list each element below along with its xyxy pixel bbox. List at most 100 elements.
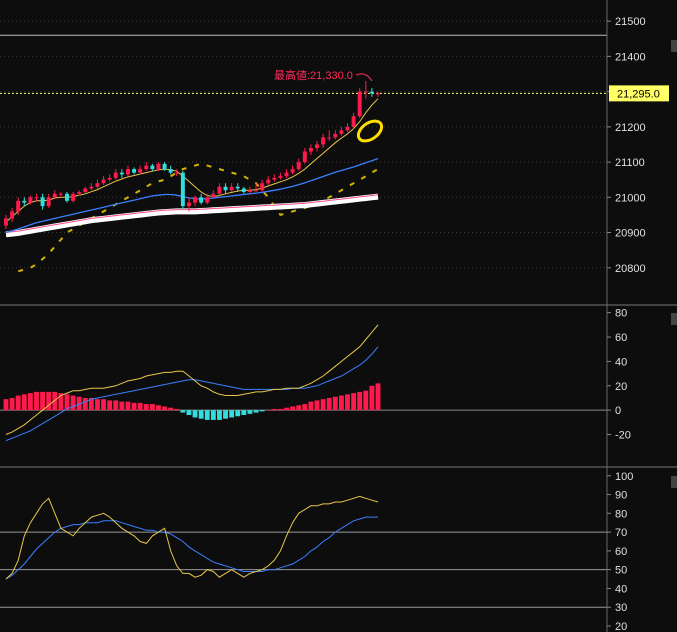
macd-histogram-bar bbox=[46, 391, 52, 411]
candle-body bbox=[333, 133, 338, 138]
macd-histogram-bar bbox=[15, 395, 21, 411]
ma-long-edge-line bbox=[5, 194, 379, 233]
macd-histogram-bar bbox=[70, 395, 76, 411]
macd-histogram-bar bbox=[217, 410, 222, 420]
macd-histogram-bar bbox=[314, 400, 320, 411]
rsi-tick-label: 50 bbox=[615, 565, 627, 577]
candle-body bbox=[315, 144, 319, 148]
candle-body bbox=[174, 172, 179, 174]
ma-long-line bbox=[5, 193, 379, 238]
macd-histogram-bar bbox=[107, 400, 113, 411]
candle-body bbox=[211, 193, 216, 198]
candle-body bbox=[16, 200, 21, 212]
rsi-tick-label: 80 bbox=[615, 508, 627, 520]
macd-histogram-bar bbox=[3, 399, 9, 411]
rsi-panel bbox=[0, 495, 607, 608]
macd-histogram-bar bbox=[180, 410, 186, 413]
overlay-annotations: 最高値:21,330.0 21,295.0 bbox=[274, 68, 669, 102]
macd-line bbox=[5, 324, 379, 435]
rsi-tick-label: 60 bbox=[615, 546, 627, 558]
candle-body bbox=[101, 179, 106, 184]
macd-histogram-bar bbox=[95, 399, 100, 411]
macd-histogram-bar bbox=[308, 401, 314, 411]
candle-body bbox=[180, 172, 185, 207]
macd-histogram-bar bbox=[198, 410, 204, 419]
rsi-tick-label: 100 bbox=[615, 471, 633, 483]
candle-body bbox=[95, 183, 100, 187]
high-value-annotation: 最高値:21,330.0 bbox=[274, 68, 353, 82]
macd-histogram-bar bbox=[241, 410, 247, 416]
macd-histogram-bar bbox=[27, 393, 33, 411]
candle-body bbox=[119, 172, 124, 175]
rsi-tick-label: 30 bbox=[615, 602, 627, 614]
macd-tick-label: 20 bbox=[615, 381, 627, 393]
rsi-tick-label: 90 bbox=[615, 490, 627, 502]
candle-body bbox=[247, 190, 252, 193]
macd-histogram-bar bbox=[296, 405, 302, 411]
lagging-span-line bbox=[17, 162, 379, 273]
candle-body bbox=[351, 116, 356, 127]
candle-body bbox=[113, 172, 118, 178]
macd-histogram-bar bbox=[271, 408, 277, 411]
candle-body bbox=[266, 179, 271, 184]
macd-histogram-bar bbox=[345, 394, 350, 411]
macd-histogram-bar bbox=[320, 399, 326, 411]
candle-body bbox=[284, 172, 289, 177]
macd-histogram-bar bbox=[119, 401, 125, 411]
candle-body bbox=[272, 177, 277, 180]
candle-body bbox=[89, 186, 94, 189]
macd-histogram-bar bbox=[210, 410, 216, 420]
candle-body bbox=[46, 197, 51, 207]
macd-histogram-bar bbox=[64, 394, 70, 411]
rsi-signal-line bbox=[5, 516, 378, 580]
macd-signal-line bbox=[5, 346, 379, 442]
candle-body bbox=[132, 169, 137, 173]
candle-body bbox=[223, 186, 228, 191]
current-price-box bbox=[609, 85, 669, 102]
candle-body bbox=[229, 186, 234, 191]
macd-histogram-bar bbox=[143, 404, 149, 411]
scroll-handle bbox=[671, 313, 677, 325]
candle-body bbox=[144, 165, 149, 170]
macd-histogram-bar bbox=[302, 404, 308, 411]
candle-body bbox=[339, 130, 344, 134]
macd-histogram-bar bbox=[76, 396, 82, 411]
candle-body bbox=[4, 218, 8, 226]
macd-histogram-bar bbox=[338, 395, 344, 411]
macd-histogram-bar bbox=[137, 402, 143, 411]
candle-body bbox=[235, 186, 240, 189]
macd-histogram-bar bbox=[290, 406, 296, 411]
candle-body bbox=[363, 91, 368, 93]
candle-body bbox=[22, 200, 27, 203]
macd-tick-label: 60 bbox=[615, 332, 627, 344]
candle-body bbox=[34, 197, 39, 199]
candle-body bbox=[28, 197, 33, 203]
macd-histogram-bar bbox=[131, 402, 137, 411]
macd-histogram-bar bbox=[58, 393, 64, 411]
highlight-ellipse bbox=[356, 119, 384, 143]
candle-body bbox=[138, 169, 143, 173]
price-tick-label: 21500 bbox=[615, 16, 646, 28]
candle-body bbox=[186, 202, 191, 207]
candle-body bbox=[40, 197, 45, 207]
candle-body bbox=[241, 188, 246, 193]
macd-tick-label: -20 bbox=[615, 430, 631, 442]
macd-histogram-bar bbox=[253, 410, 259, 413]
price-tick-label: 21100 bbox=[615, 157, 645, 169]
price-panel bbox=[0, 20, 607, 273]
candle-body bbox=[345, 126, 350, 131]
macd-histogram-bar bbox=[149, 404, 155, 411]
candle-body bbox=[65, 193, 69, 201]
macd-tick-label: 80 bbox=[615, 308, 627, 320]
macd-histogram-bar bbox=[369, 385, 375, 411]
annotation-arrow bbox=[355, 73, 373, 82]
candle-body bbox=[77, 192, 82, 194]
scroll-handle bbox=[671, 476, 677, 488]
candle-body bbox=[290, 169, 295, 173]
macd-histogram-bar bbox=[125, 401, 131, 411]
candle-body bbox=[156, 163, 161, 170]
price-tick-label: 21400 bbox=[615, 51, 646, 63]
macd-histogram-bar bbox=[88, 397, 94, 411]
rsi-tick-label: 20 bbox=[615, 621, 627, 632]
